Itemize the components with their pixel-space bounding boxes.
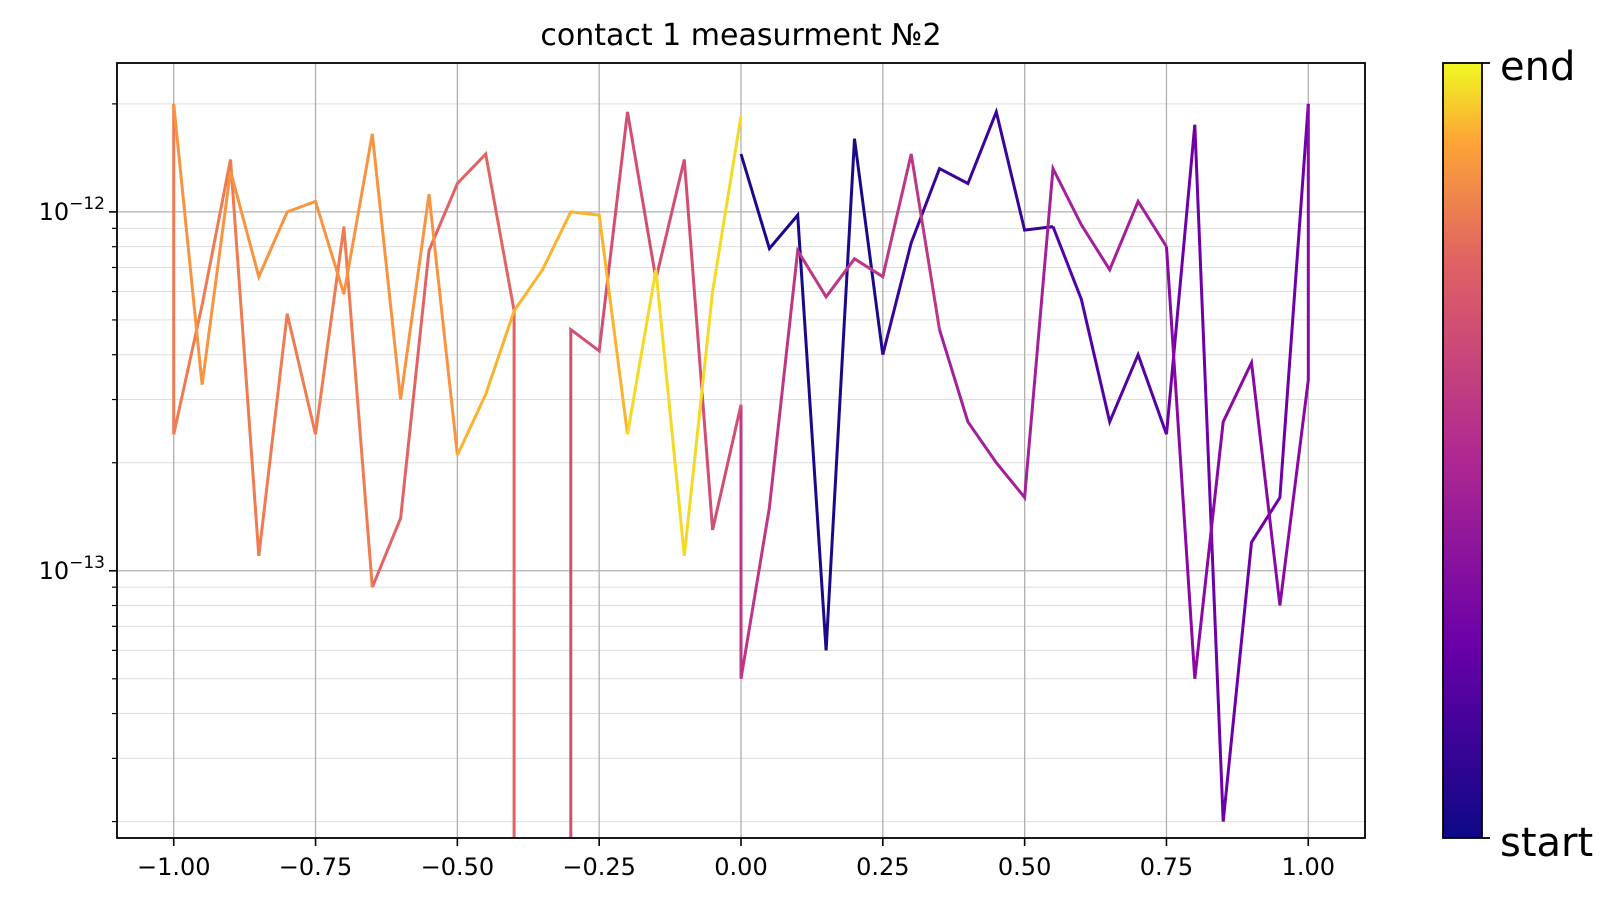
series-line-3 — [1051, 226, 1168, 435]
x-tick-label: −1.00 — [137, 853, 211, 881]
grid-layer — [112, 63, 1365, 838]
series-line-13 — [626, 115, 743, 557]
colorbar-start-label: start — [1500, 820, 1593, 866]
colorbar — [1442, 62, 1483, 839]
y-tick-label: 10−12 — [39, 194, 105, 226]
x-tick-label: −0.25 — [562, 853, 636, 881]
series-line-9 — [370, 150, 516, 838]
y-axis-ticks: 10−13 10−12 — [39, 194, 117, 585]
y-tick-label: 10−13 — [39, 553, 105, 585]
series-line-10 — [172, 103, 374, 588]
series-line-4 — [1165, 103, 1310, 822]
series-line-11 — [172, 103, 459, 456]
x-tick-label: 0.00 — [714, 853, 767, 881]
x-axis-ticks: −1.00 −0.75 −0.50 −0.25 0.00 0.25 0.50 0.75 1.00 — [137, 838, 1335, 881]
series-line-2 — [881, 106, 1054, 356]
series-line-1 — [739, 138, 885, 651]
x-tick-label: 0.50 — [998, 853, 1051, 881]
x-tick-label: 0.25 — [856, 853, 909, 881]
x-tick-label: −0.50 — [421, 853, 495, 881]
series-line-5 — [1165, 103, 1310, 679]
chart-title: contact 1 measurment №2 — [540, 18, 941, 53]
series-layer — [172, 103, 1310, 838]
colorbar-end-label: end — [1500, 44, 1575, 90]
series-line-8 — [569, 111, 743, 838]
x-tick-label: −0.75 — [279, 853, 353, 881]
x-tick-label: 0.75 — [1140, 853, 1193, 881]
series-line-7 — [739, 153, 941, 680]
series-line-6 — [938, 163, 1168, 502]
series-line-12 — [456, 210, 629, 456]
x-tick-label: 1.00 — [1282, 853, 1335, 881]
